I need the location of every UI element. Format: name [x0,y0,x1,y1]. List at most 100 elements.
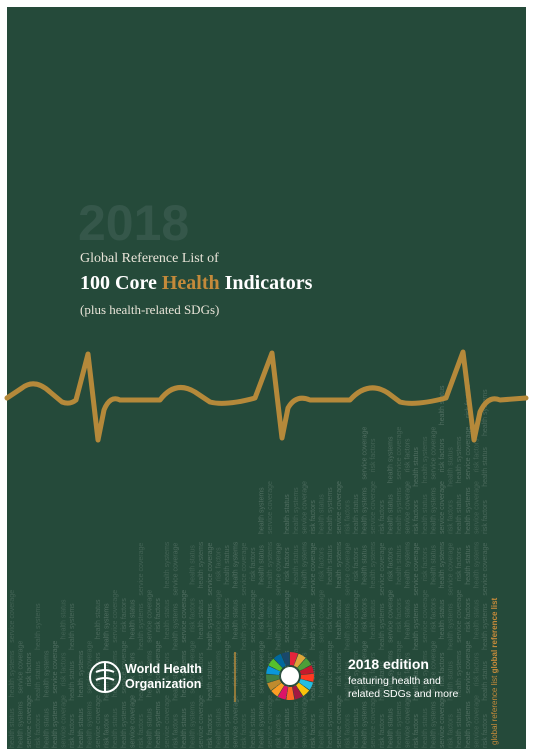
background-word: service coverage [18,641,25,694]
background-word: health status [9,708,16,748]
background-word: health status [241,661,248,701]
background-word: health status [473,599,480,639]
background-word: service coverage [301,695,308,748]
background-word: risk factors [370,438,377,472]
background-word: health status [336,599,343,639]
background-word: health systems [233,541,240,588]
background-word: health systems [267,541,274,588]
background-word: service coverage [9,590,16,643]
kicker: Global Reference List of [80,251,219,266]
sdg-wheel [266,652,314,700]
spine-bold: global reference list [490,597,499,673]
background-word: health status [250,708,257,748]
background-word: health status [362,545,369,585]
background-word: risk factors [413,714,420,748]
background-word: health systems [43,650,50,697]
background-word: service coverage [482,543,489,596]
background-word: risk factors [276,714,283,748]
background-word: service coverage [439,695,446,748]
background-word: service coverage [129,695,136,748]
background-word: health systems [207,603,214,650]
background-word: health systems [190,701,197,748]
background-word: health systems [405,541,412,588]
background-word: service coverage [241,543,248,596]
background-word: service coverage [370,695,377,748]
background-word: health systems [482,603,489,650]
background-word: risk factors [310,714,317,748]
background-word: risk factors [405,438,412,472]
background-word: risk factors [336,652,343,686]
background-word: service coverage [473,481,480,534]
background-word: service coverage [138,543,145,596]
background-word: health status [319,708,326,748]
background-word: health status [319,494,326,534]
background-word: risk factors [344,500,351,534]
background-word: risk factors [284,547,291,581]
background-word: service coverage [267,695,274,748]
background-word: health systems [301,541,308,588]
background-word: service coverage [164,695,171,748]
background-word: service coverage [465,427,472,480]
background-word: health systems [258,701,265,748]
background-word: service coverage [439,481,446,534]
background-word: health systems [370,541,377,588]
spine-text: global reference list global reference l… [490,597,499,745]
background-word: health status [482,661,489,701]
background-word: health systems [224,701,231,748]
cover: health statushealth systemsservice cover… [0,0,533,756]
background-word: health systems [422,436,429,483]
background-word: health status [258,545,265,585]
background-word: health systems [35,603,42,650]
background-word: health status [353,494,360,534]
background-word: health systems [448,603,455,650]
background-word: health status [78,708,85,748]
background-word: service coverage [362,427,369,480]
background-word: risk factors [473,438,480,472]
background-word: service coverage [336,695,343,748]
background-word: service coverage [336,481,343,534]
background-word: service coverage [310,543,317,596]
background-word: health status [301,599,308,639]
background-word: health systems [327,701,334,748]
background-word: health systems [104,603,111,650]
background-word: health systems [413,603,420,650]
background-word: health status [327,545,334,585]
background-word: health systems [69,603,76,650]
background-word: risk factors [396,598,403,632]
background-word: risk factors [26,652,33,686]
background-word: health status [439,599,446,639]
background-word: service coverage [344,543,351,596]
background-word: service coverage [370,481,377,534]
background-word: health status [181,708,188,748]
background-word: health systems [379,603,386,650]
background-word: health systems [362,701,369,748]
background-word: risk factors [362,598,369,632]
background-word: health systems [465,487,472,534]
background-word: health systems [430,701,437,748]
background-word: health systems [319,650,326,697]
background-word: health status [448,447,455,487]
background-word: health status [190,545,197,585]
background-word: health status [387,708,394,748]
background-word: health systems [121,701,128,748]
background-word: risk factors [95,652,102,686]
background-word: health status [69,661,76,701]
background-word: health status [95,599,102,639]
background-word: service coverage [52,641,59,694]
background-word: service coverage [327,641,334,694]
background-word: health status [456,494,463,534]
background-word: health systems [482,389,489,436]
background-word: health systems [78,650,85,697]
background-word: health status [233,599,240,639]
background-word: health systems [293,701,300,748]
background-word: health status [482,447,489,487]
background-word: health status [207,661,214,701]
background-word: health systems [473,541,480,588]
background-word: risk factors [379,714,386,748]
year-watermark: 2018 [78,195,189,251]
background-word: risk factors [482,500,489,534]
background-word: risk factors [190,598,197,632]
background-word: health status [267,599,274,639]
background-word: service coverage [172,543,179,596]
background-word: service coverage [448,543,455,596]
